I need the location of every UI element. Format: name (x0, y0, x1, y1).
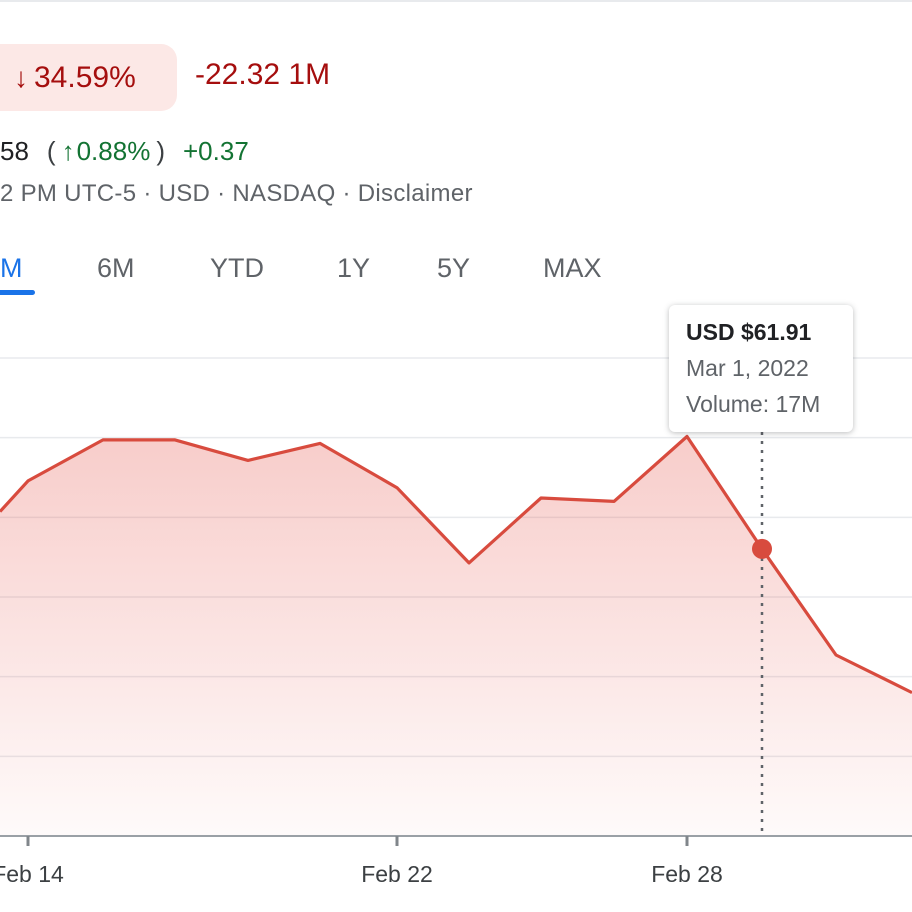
range-tab-ytd[interactable]: YTD (210, 253, 264, 283)
hover-point (752, 538, 772, 559)
price-change-percent: 34.59% (34, 60, 136, 94)
tooltip-volume: Volume: 17M (686, 391, 821, 417)
price-chart[interactable]: Feb 14 Feb 22 Feb 28 (0, 300, 912, 912)
range-tabs: M 6M YTD 1Y 5Y MAX (0, 253, 912, 295)
price-change-percent-badge: ↓ 34.59% (0, 44, 177, 111)
active-range-underline (0, 290, 35, 295)
paren-open: ( (46, 136, 56, 166)
x-axis-ticks: Feb 14 Feb 22 Feb 28 (0, 836, 723, 887)
x-tick-label: Feb 14 (0, 861, 64, 887)
price-change-absolute: -22.32 1M (195, 58, 331, 91)
tooltip-price: USD $61.91 (686, 319, 812, 345)
price-line (0, 434, 912, 695)
quote-meta-line: 2 PM UTC-5 · USD · NASDAQ · Disclaimer (0, 180, 473, 207)
arrow-down-icon: ↓ (14, 61, 28, 93)
tooltip-date: Mar 1, 2022 (686, 355, 809, 381)
range-tab-1m[interactable]: M (0, 253, 23, 283)
after-hours-percent: 0.88% (76, 136, 151, 166)
range-tab-6m[interactable]: 6M (97, 253, 135, 283)
x-tick-label: Feb 28 (651, 861, 723, 887)
after-hours-price: 58 (0, 136, 29, 166)
paren-close: ) (156, 136, 165, 166)
arrow-up-icon: ↑ (61, 136, 75, 166)
after-hours-quote: 58 ( ↑ 0.88% ) +0.37 (0, 136, 249, 167)
x-tick-label: Feb 22 (361, 861, 433, 887)
range-tab-5y[interactable]: 5Y (437, 253, 471, 283)
after-hours-change: +0.37 (183, 136, 249, 166)
price-area-fill (0, 436, 912, 836)
range-tab-1y[interactable]: 1Y (337, 253, 371, 283)
top-divider (0, 0, 912, 2)
range-tab-max[interactable]: MAX (543, 253, 602, 283)
hover-tooltip: USD $61.91 Mar 1, 2022 Volume: 17M (669, 305, 853, 432)
